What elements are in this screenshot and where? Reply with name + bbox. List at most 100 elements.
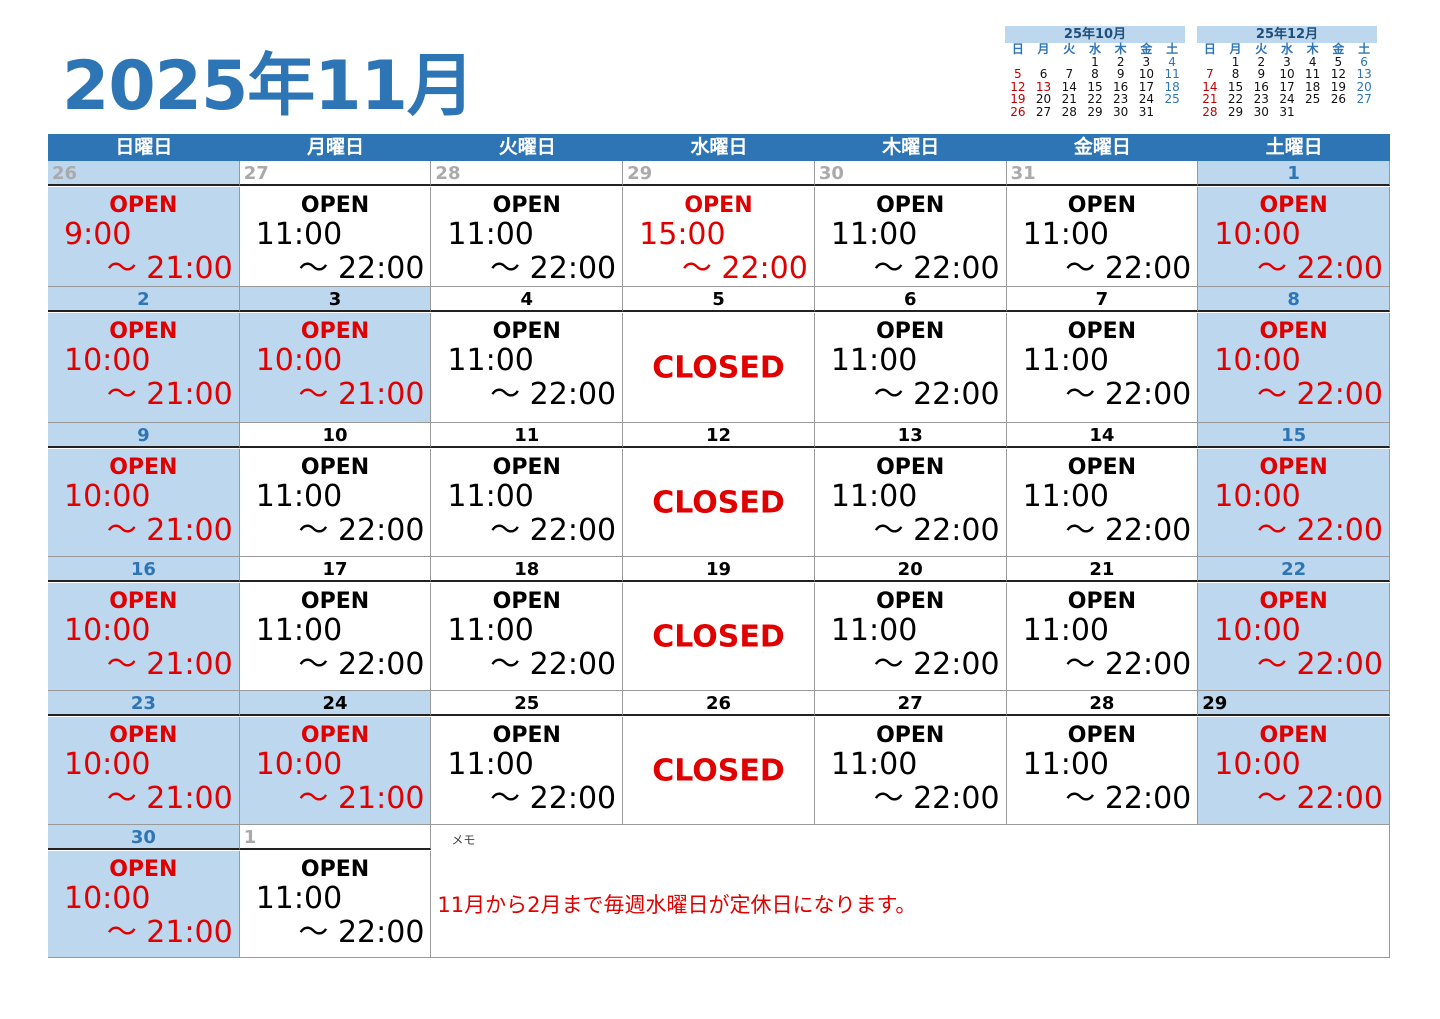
- day-cell[interactable]: OPEN 10:00 ～ 21:00: [48, 717, 240, 825]
- calendar-week: 30 OPEN 10:00 ～ 21:00 1 OPEN 11:00 ～ 22:00 メモ 11月…: [48, 825, 1390, 958]
- closed-label: CLOSED: [652, 350, 785, 385]
- close-time: ～ 21:00: [298, 377, 425, 412]
- day-cell[interactable]: OPEN 11:00 ～ 22:00: [239, 449, 432, 557]
- mini-weekday: 木: [1306, 42, 1319, 57]
- mini-day: 14: [1061, 79, 1077, 94]
- mini-day: 1: [1231, 54, 1240, 69]
- mini-day: 10: [1138, 67, 1154, 82]
- day-date: 10: [239, 423, 432, 448]
- close-time: ～ 22:00: [490, 513, 617, 548]
- open-label: OPEN: [1067, 319, 1137, 344]
- day-cell[interactable]: OPEN 10:00 ～ 22:00: [1198, 187, 1390, 287]
- day-cell[interactable]: OPEN 11:00 ～ 22:00: [239, 187, 432, 287]
- day-cell[interactable]: OPEN 10:00 ～ 22:00: [1198, 717, 1390, 825]
- day-cell[interactable]: OPEN 11:00 ～ 22:00: [431, 313, 624, 423]
- day-cell[interactable]: OPEN 11:00 ～ 22:00: [431, 449, 624, 557]
- day-cell[interactable]: OPEN 11:00 ～ 22:00: [431, 717, 624, 825]
- day-cell[interactable]: OPEN 15:00 ～ 22:00: [623, 187, 815, 287]
- open-time: 11:00: [447, 343, 534, 378]
- open-label: OPEN: [300, 455, 370, 480]
- day-cell[interactable]: OPEN 10:00 ～ 21:00: [239, 717, 432, 825]
- day-cell[interactable]: OPEN 10:00 ～ 22:00: [1198, 449, 1390, 557]
- day-date: 4: [431, 287, 624, 312]
- open-time: 10:00: [64, 613, 151, 648]
- close-time: ～ 22:00: [873, 513, 1000, 548]
- open-label: OPEN: [684, 193, 753, 218]
- mini-day: 14: [1202, 79, 1218, 94]
- close-time: ～ 22:00: [298, 647, 425, 682]
- day-cell[interactable]: OPEN 10:00 ～ 21:00: [48, 851, 240, 958]
- mini-calendar-title: 25年12月: [1197, 26, 1377, 43]
- day-cell[interactable]: OPEN 11:00 ～ 22:00: [814, 187, 1007, 287]
- calendar-week: 23 OPEN 10:00 ～ 21:00 24 OPEN 10:00 ～ 21:00 25 OP…: [48, 691, 1390, 825]
- day-cell[interactable]: CLOSED: [623, 717, 815, 825]
- day-date: 13: [814, 423, 1007, 448]
- day-cell[interactable]: OPEN 11:00 ～ 22:00: [1006, 717, 1199, 825]
- mini-weekday: 金: [1332, 42, 1345, 57]
- page-title: 2025年11月: [62, 47, 475, 126]
- day-cell[interactable]: OPEN 10:00 ～ 21:00: [48, 449, 240, 557]
- mini-day: 7: [1206, 67, 1214, 82]
- open-label: OPEN: [1067, 455, 1137, 480]
- mini-day: [1159, 106, 1185, 119]
- mini-day: 8: [1231, 67, 1240, 82]
- day-cell[interactable]: OPEN 10:00 ～ 22:00: [1198, 583, 1390, 691]
- mini-weekday: 日: [1011, 42, 1024, 57]
- memo-label: メモ: [451, 833, 476, 847]
- day-date: 15: [1198, 423, 1390, 448]
- weekday-label: 月曜日: [307, 136, 365, 158]
- day-cell[interactable]: OPEN 11:00 ～ 22:00: [239, 583, 432, 691]
- day-cell[interactable]: OPEN 10:00 ～ 21:00: [48, 313, 240, 423]
- day-cell[interactable]: OPEN 11:00 ～ 22:00: [814, 449, 1007, 557]
- mini-day: 27: [1356, 92, 1372, 107]
- day-cell[interactable]: OPEN 9:00 ～ 21:00: [48, 187, 240, 287]
- day-cell[interactable]: OPEN 11:00 ～ 22:00: [1006, 449, 1199, 557]
- open-time: 10:00: [64, 343, 151, 378]
- open-label: OPEN: [300, 857, 370, 882]
- day-cell[interactable]: OPEN 10:00 ～ 21:00: [48, 583, 240, 691]
- day-cell[interactable]: OPEN 11:00 ～ 22:00: [814, 717, 1007, 825]
- weekday-label: 土曜日: [1265, 136, 1323, 158]
- day-cell[interactable]: OPEN 10:00 ～ 21:00: [239, 313, 432, 423]
- mini-day: 26: [1330, 92, 1346, 107]
- mini-day: [1351, 106, 1377, 119]
- mini-day: 25: [1305, 92, 1321, 107]
- close-time: ～ 21:00: [106, 377, 233, 412]
- mini-day: 15: [1087, 79, 1103, 94]
- mini-weekday: 土: [1166, 42, 1179, 57]
- open-time: 9:00: [64, 217, 132, 252]
- day-cell[interactable]: CLOSED: [623, 313, 815, 423]
- close-time: ～ 22:00: [1256, 781, 1383, 816]
- day-cell[interactable]: CLOSED: [623, 583, 815, 691]
- mini-day: 18: [1305, 79, 1321, 94]
- day-cell[interactable]: OPEN 11:00 ～ 22:00: [1006, 187, 1199, 287]
- day-cell[interactable]: OPEN 11:00 ～ 22:00: [814, 583, 1007, 691]
- open-label: OPEN: [300, 589, 370, 614]
- mini-calendar: 25年10月日月火水木金土 1 2 3 4 5 6 7 8 9 10 11 12 13 14 15 16 17 18…: [1005, 26, 1185, 118]
- day-cell[interactable]: CLOSED: [623, 449, 815, 557]
- calendar-week: 16 OPEN 10:00 ～ 21:00 17 OPEN 11:00 ～ 22:00 18 OP…: [48, 557, 1390, 691]
- weekday-label: 火曜日: [498, 136, 556, 158]
- closed-label: CLOSED: [652, 619, 785, 654]
- day-cell[interactable]: OPEN 11:00 ～ 22:00: [431, 583, 624, 691]
- open-time: 10:00: [64, 479, 151, 514]
- day-cell[interactable]: OPEN 11:00 ～ 22:00: [814, 313, 1007, 423]
- close-time: ～ 21:00: [106, 647, 233, 682]
- open-label: OPEN: [1259, 589, 1328, 614]
- day-cell[interactable]: OPEN 11:00 ～ 22:00: [1006, 583, 1199, 691]
- open-time: 10:00: [255, 343, 343, 378]
- open-time: 11:00: [830, 479, 918, 514]
- day-cell[interactable]: OPEN 10:00 ～ 22:00: [1198, 313, 1390, 423]
- open-label: OPEN: [300, 319, 370, 344]
- mini-day: 7: [1065, 67, 1074, 82]
- close-time: ～ 22:00: [873, 647, 1000, 682]
- mini-day: 6: [1360, 54, 1368, 69]
- day-cell[interactable]: OPEN 11:00 ～ 22:00: [431, 187, 624, 287]
- open-time: 11:00: [1022, 479, 1110, 514]
- open-time: 10:00: [1214, 343, 1301, 378]
- open-time: 15:00: [639, 217, 726, 252]
- day-cell[interactable]: OPEN 11:00 ～ 22:00: [1006, 313, 1199, 423]
- mini-day: 11: [1305, 67, 1321, 82]
- close-time: ～ 22:00: [490, 781, 617, 816]
- day-cell[interactable]: OPEN 11:00 ～ 22:00: [239, 851, 432, 958]
